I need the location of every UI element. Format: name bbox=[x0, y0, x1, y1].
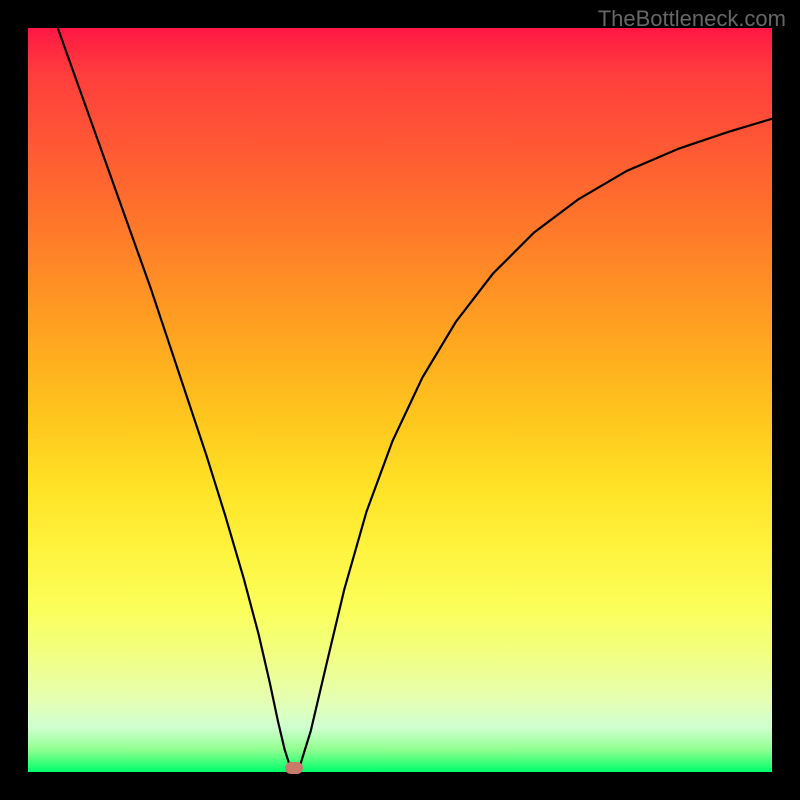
minimum-marker bbox=[285, 762, 303, 774]
bottleneck-curve bbox=[28, 28, 772, 772]
watermark-text: TheBottleneck.com bbox=[598, 6, 786, 32]
plot-area bbox=[28, 28, 772, 772]
